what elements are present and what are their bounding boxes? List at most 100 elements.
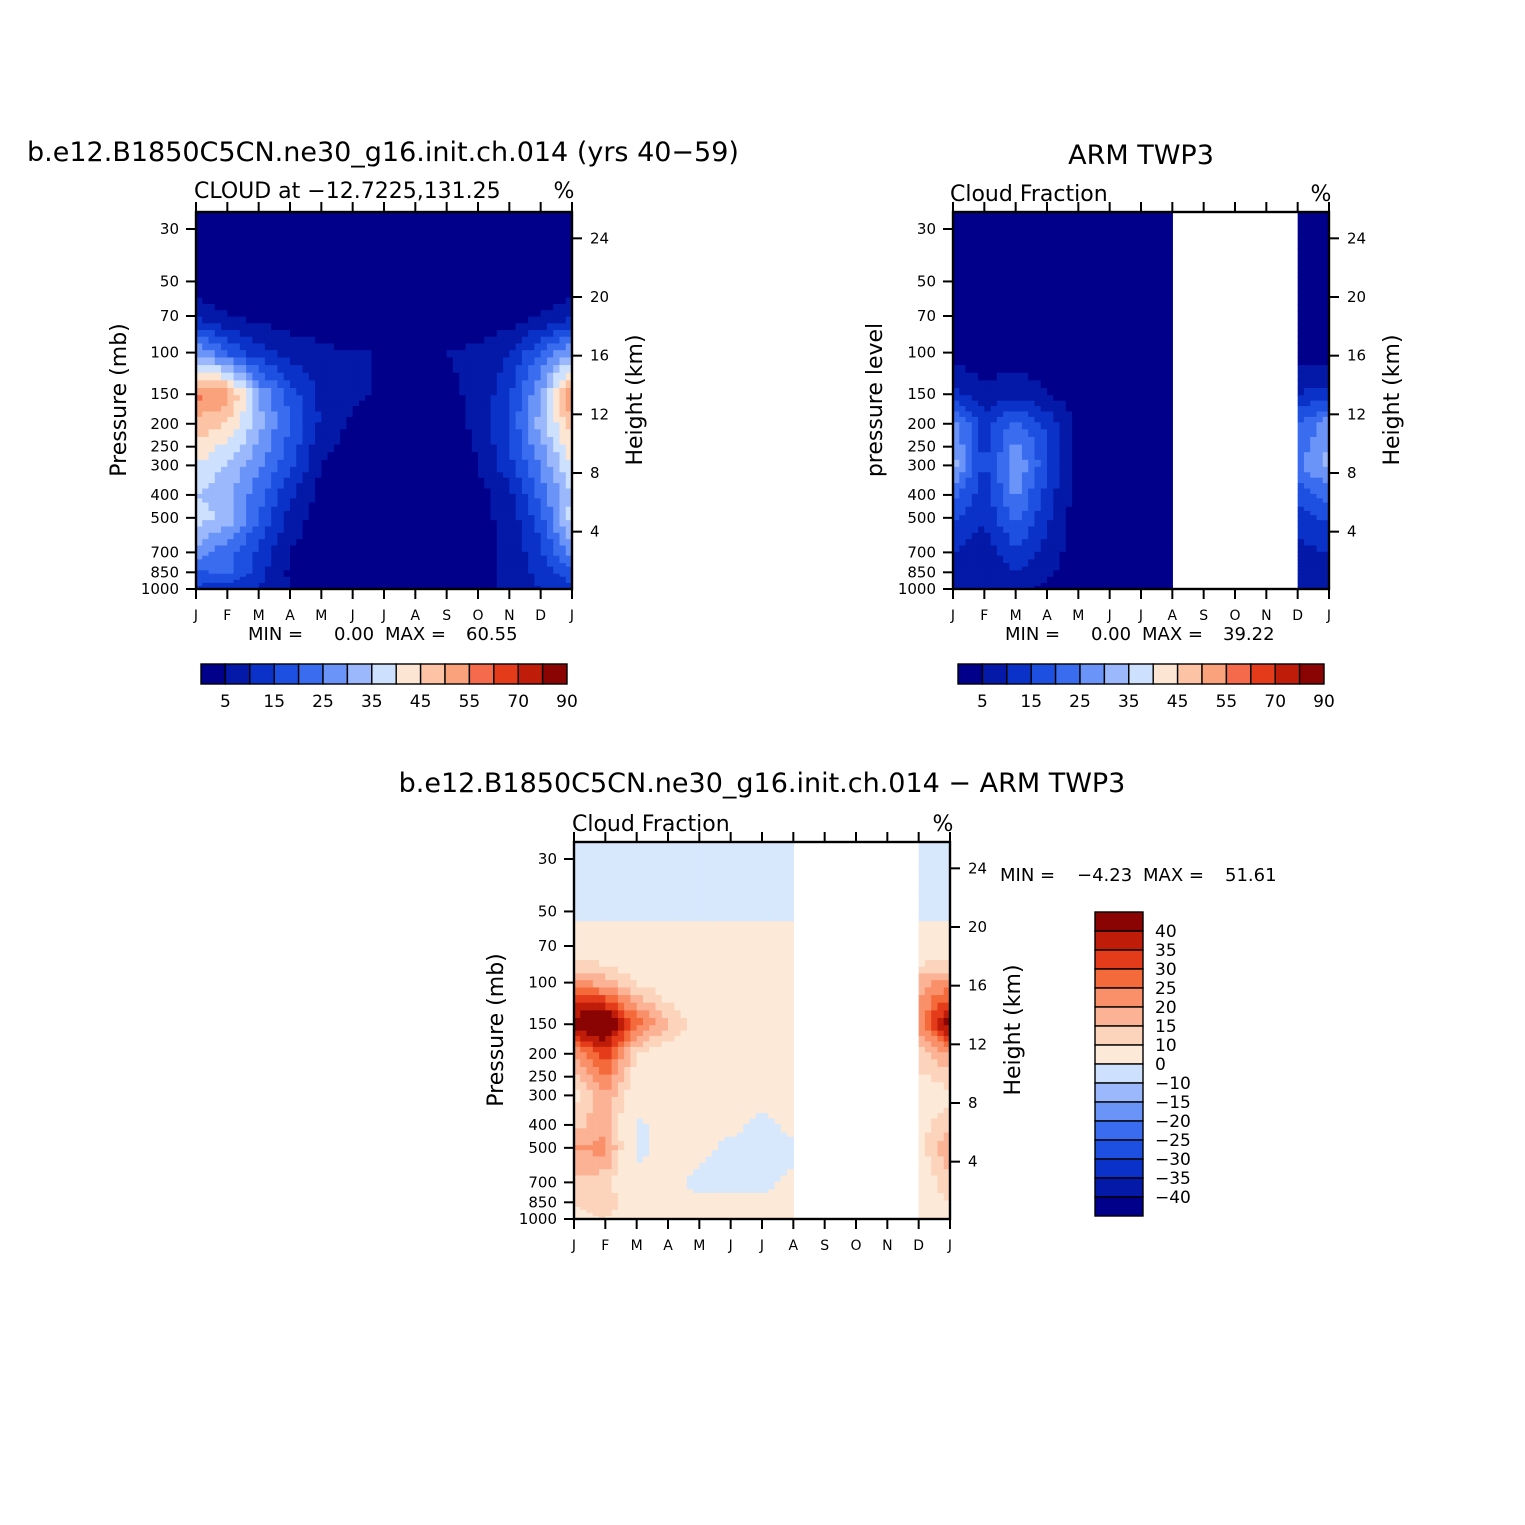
contour-cell	[1103, 316, 1111, 324]
contour-cell	[565, 452, 573, 461]
contour-cell	[471, 466, 479, 473]
contour-cell	[1103, 284, 1111, 292]
contour-cell	[258, 483, 266, 490]
contour-cell	[996, 406, 1004, 413]
contour-cell	[503, 551, 510, 557]
contour-cell	[434, 566, 441, 571]
contour-cell	[546, 248, 554, 259]
contour-cell	[384, 310, 391, 318]
contour-cell	[352, 316, 360, 324]
contour-cell	[515, 579, 523, 584]
contour-cell	[196, 284, 203, 292]
contour-cell	[264, 539, 272, 547]
contour-cell	[233, 395, 241, 402]
contour-cell	[490, 444, 498, 453]
contour-cell	[277, 365, 285, 374]
contour-cell	[390, 510, 398, 516]
contour-cell	[971, 452, 979, 461]
contour-cell	[1009, 380, 1017, 389]
contour-cell	[1310, 372, 1318, 381]
contour-cell	[484, 372, 492, 381]
contour-cell	[384, 343, 391, 351]
contour-cell	[315, 323, 322, 331]
contour-cell	[246, 545, 253, 553]
contour-cell	[227, 526, 235, 534]
contour-cell	[446, 400, 454, 407]
contour-cell	[196, 506, 203, 512]
contour-cell	[352, 277, 360, 286]
contour-cell	[478, 576, 485, 581]
contour-cell	[402, 336, 410, 345]
contour-cell	[984, 372, 992, 381]
contour-cell	[509, 510, 517, 516]
contour-cell	[246, 372, 253, 381]
contour-cell	[427, 477, 435, 484]
contour-cell	[459, 532, 467, 540]
contour-cell	[214, 238, 222, 249]
contour-cell	[996, 323, 1004, 331]
contour-cell	[271, 316, 279, 324]
contour-cell	[415, 551, 423, 557]
contour-cell	[415, 411, 423, 418]
contour-cell	[471, 406, 479, 413]
contour-cell	[459, 576, 467, 581]
contour-cell	[246, 566, 253, 571]
contour-cell	[1316, 429, 1324, 438]
contour-cell	[1034, 238, 1042, 249]
contour-cell	[239, 323, 247, 331]
contour-cell	[302, 582, 310, 587]
contour-cell	[1090, 316, 1098, 324]
x-tick-label: M	[253, 608, 265, 624]
contour-cell	[503, 502, 510, 508]
contour-cell	[440, 406, 448, 413]
contour-cell	[459, 336, 467, 345]
contour-cell	[233, 566, 241, 571]
contour-cell	[440, 422, 448, 430]
contour-cell	[534, 343, 542, 351]
contour-cell	[471, 238, 479, 249]
contour-cell	[521, 566, 529, 571]
contour-cell	[496, 563, 504, 568]
contour-cell	[258, 350, 266, 359]
contour-cell	[534, 510, 542, 516]
contour-cell	[1147, 444, 1155, 453]
contour-cell	[540, 444, 548, 453]
contour-cell	[396, 570, 404, 575]
contour-cell	[471, 459, 479, 468]
contour-cell	[440, 545, 448, 553]
panel-model-title: b.e12.B1850C5CN.ne30_g16.init.ch.014 (yr…	[27, 137, 739, 168]
contour-cell	[246, 422, 253, 430]
contour-cell	[534, 336, 542, 345]
contour-cell	[427, 291, 435, 299]
contour-cell	[1021, 297, 1029, 305]
contour-cell	[283, 555, 291, 560]
contour-cell	[296, 284, 304, 292]
contour-cell	[490, 579, 498, 584]
contour-cell	[252, 506, 260, 512]
contour-cell	[1159, 395, 1167, 402]
contour-cell	[959, 416, 967, 423]
contour-cell	[990, 212, 998, 240]
contour-cell	[1122, 238, 1130, 249]
contour-cell	[1090, 212, 1098, 240]
contour-cell	[1084, 303, 1092, 311]
contour-cell	[1166, 444, 1173, 453]
contour-cell	[978, 416, 985, 423]
contour-cell	[1047, 429, 1054, 438]
contour-cell	[1021, 444, 1029, 453]
contour-cell	[402, 365, 410, 374]
contour-cell	[521, 238, 529, 249]
contour-cell	[521, 582, 529, 587]
contour-cell	[1015, 416, 1023, 423]
contour-cell	[1097, 400, 1104, 407]
contour-cell	[996, 330, 1004, 338]
contour-cell	[377, 350, 385, 359]
contour-cell	[258, 330, 266, 338]
contour-cell	[1166, 411, 1173, 418]
contour-cell	[465, 506, 473, 512]
contour-cell	[1034, 310, 1042, 318]
contour-cell	[1103, 238, 1111, 249]
contour-cell	[1040, 411, 1048, 418]
colorbar-label: 90	[556, 692, 578, 712]
contour-cell	[246, 406, 253, 413]
